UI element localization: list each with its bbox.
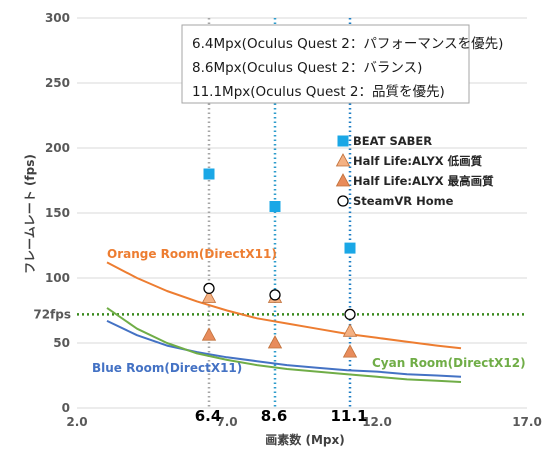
y-tick-label: 50 [53, 336, 70, 350]
y-tick-label: 300 [45, 11, 70, 25]
highlight-label-8.6: 8.6 [261, 407, 288, 425]
y-tick-label: 250 [45, 76, 70, 90]
curve-label-2: Cyan Room(DirectX12) [372, 356, 526, 370]
legend-marker-0 [337, 135, 349, 147]
info-line-2: 11.1Mpx(Oculus Quest 2：品質を優先) [192, 84, 445, 100]
curve-series-group [106, 261, 462, 383]
info-box-frame [181, 24, 470, 104]
x-axis-title: 画素数 (Mpx) [265, 432, 344, 447]
point-2-0 [201, 327, 217, 341]
curve-labels: Orange Room(DirectX11) Blue Room(DirectX1… [92, 247, 526, 375]
point-2-2 [342, 344, 358, 358]
x-tick-label: 7.0 [216, 415, 237, 429]
highlight-x-labels: 6.4 8.6 11.1 [195, 407, 368, 425]
legend-label-2: Half Life:ALYX 最高画質 [353, 174, 494, 188]
info-line-0: 6.4Mpx(Oculus Quest 2：パフォーマンスを優先) [192, 36, 503, 52]
legend-marker-3 [337, 195, 349, 207]
point-0-1 [269, 201, 281, 212]
x-tick-label: 12.0 [362, 415, 392, 429]
point-2-1 [267, 335, 283, 349]
point-3-2 [344, 308, 356, 321]
y-tick-label: 200 [45, 141, 70, 155]
info-box: 6.4Mpx(Oculus Quest 2：パフォーマンスを優先) 8.6Mpx(… [181, 24, 503, 104]
info-line-1: 8.6Mpx(Oculus Quest 2：バランス) [192, 60, 422, 76]
point-3-0 [203, 282, 215, 295]
x-tick-label: 17.0 [512, 415, 542, 429]
y-tick-label: 150 [45, 206, 70, 220]
point-1-2 [342, 323, 358, 337]
legend-label-1: Half Life:ALYX 低画質 [353, 154, 483, 168]
reference-line-label: 72fps [33, 307, 71, 321]
point-1-0 [201, 289, 217, 303]
legend-label-0: BEAT SABER [353, 134, 432, 148]
legend-marker-2 [335, 173, 351, 187]
legend-label-3: SteamVR Home [353, 194, 454, 208]
highlight-label-11.1: 11.1 [330, 407, 367, 425]
y-tick-label: 0 [62, 401, 70, 415]
curve-label-0: Orange Room(DirectX11) [107, 247, 277, 261]
y-tick-labels: 0 50 100 150 200 250 300 [45, 11, 70, 415]
legend-marker-1 [335, 153, 351, 167]
curve-2 [106, 307, 462, 383]
curve-label-1: Blue Room(DirectX11) [92, 361, 242, 375]
point-3-1 [269, 289, 281, 301]
y-axis-title: フレームレート (fps) [23, 154, 37, 274]
point-0-0 [203, 168, 215, 180]
curve-1 [106, 319, 462, 378]
y-tick-label: 100 [45, 271, 70, 285]
highlight-label-6.4: 6.4 [195, 407, 222, 425]
x-tick-label: 2.0 [66, 415, 87, 429]
x-tick-labels: 2.0 7.0 12.0 17.0 [66, 415, 541, 429]
reference-line-group: 72fps [33, 307, 527, 321]
point-series-group [201, 168, 358, 358]
legend: BEAT SABER Half Life:ALYX 低画質 Half Life:AL… [335, 134, 494, 208]
point-0-2 [344, 242, 356, 254]
curve-0 [106, 261, 462, 350]
